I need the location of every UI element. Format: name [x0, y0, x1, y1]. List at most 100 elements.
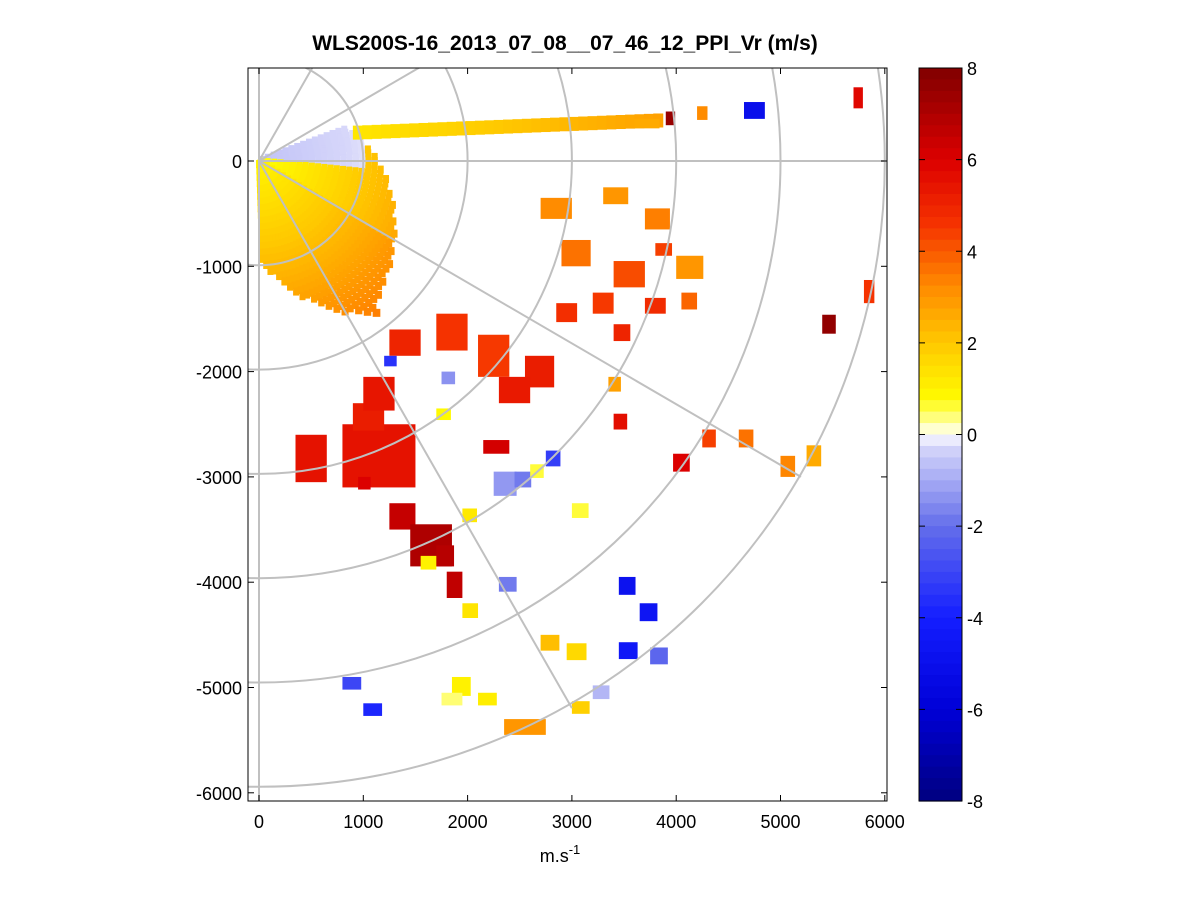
sector-cell: [368, 252, 375, 261]
beam-cell: [512, 119, 523, 134]
sector-cell: [317, 284, 324, 293]
sector-cell: [274, 246, 281, 255]
sector-cell: [327, 293, 335, 302]
sector-cell: [342, 277, 349, 286]
sector-cell: [384, 214, 391, 223]
colorbar-band: [919, 549, 962, 562]
sector-cell: [375, 281, 383, 290]
sector-cell: [373, 190, 380, 199]
sector-cell: [385, 226, 392, 235]
sector-cell: [382, 264, 390, 273]
sector-cell: [291, 268, 298, 277]
y-tick-label: -3000: [196, 468, 242, 488]
colorbar-band: [919, 308, 962, 321]
colorbar-band: [919, 445, 962, 459]
sector-cell: [372, 236, 379, 245]
beam-cell: [371, 124, 382, 139]
sector-cell: [313, 265, 320, 274]
sector-cell: [289, 262, 296, 271]
colorbar-band: [919, 205, 962, 218]
data-patch: [639, 603, 658, 622]
sector-cell: [285, 250, 292, 259]
sector-cell: [287, 282, 294, 291]
sector-cell: [374, 264, 381, 273]
sector-cell: [315, 292, 322, 301]
x-axis: 0 1000 2000 3000 4000 5000 6000: [254, 68, 905, 832]
sector-cell: [368, 303, 377, 312]
colorbar-band: [919, 789, 962, 802]
data-patch: [697, 106, 708, 120]
sector-cell: [282, 251, 289, 260]
data-patch: [644, 208, 670, 230]
sector-cell: [262, 254, 269, 263]
sector-cell: [383, 175, 390, 184]
sector-cell: [375, 182, 382, 191]
sector-cell: [304, 256, 311, 265]
sector-cell: [287, 269, 294, 278]
data-patch: [665, 111, 676, 126]
sector-cell: [363, 248, 370, 257]
sector-cell: [382, 179, 389, 188]
sector-cell: [297, 259, 304, 268]
colorbar-band: [919, 423, 962, 436]
sector-cell: [361, 260, 368, 269]
sector-cell: [272, 253, 279, 262]
sector-cell: [331, 261, 338, 270]
sector-cell: [388, 222, 395, 231]
sector-cell: [327, 264, 334, 273]
data-patch: [618, 642, 638, 660]
sector-cell: [366, 244, 373, 253]
sector-cell: [371, 169, 378, 178]
sector-cell: [317, 248, 324, 257]
sector-cell: [286, 263, 293, 272]
sector-cell: [378, 212, 385, 221]
data-patch: [608, 376, 621, 392]
sector-cell: [319, 276, 326, 285]
sector-cell: [334, 259, 341, 268]
colorbar-tick-label: 0: [967, 426, 977, 446]
data-patch: [592, 685, 610, 700]
colorbar: 8 6 4 2 0 -2 -4 -6 -8: [918, 59, 983, 812]
sector-cell: [299, 278, 306, 287]
sector-cell: [355, 306, 363, 315]
sector-cell: [303, 263, 310, 272]
sector-cell: [386, 189, 393, 198]
sector-cell: [391, 229, 398, 238]
colorbar-tick-label: -8: [967, 792, 983, 812]
spoke: [258, 68, 314, 162]
sector-cell: [271, 266, 278, 275]
sector-cell: [335, 266, 342, 275]
data-patch: [676, 255, 704, 279]
sector-cell: [357, 255, 364, 264]
colorbar-band: [919, 583, 962, 596]
beam-cell: [596, 115, 607, 130]
beam-cell: [427, 122, 438, 137]
colorbar-band: [919, 113, 962, 126]
data-patch: [650, 647, 668, 665]
sector-cell: [341, 285, 348, 294]
sector-cell: [302, 284, 309, 293]
sector-cell: [354, 267, 361, 276]
sector-cell: [301, 271, 308, 280]
sector-cell: [330, 246, 337, 255]
sector-cell: [342, 269, 349, 278]
sector-cell: [269, 253, 276, 262]
sector-cell: [338, 256, 345, 265]
colorbar-tick-label: 2: [967, 334, 977, 354]
data-patch: [644, 297, 666, 314]
sector-cell: [376, 252, 383, 261]
x-tick-label: 4000: [656, 812, 696, 832]
sector-cell: [308, 288, 315, 297]
data-patch: [540, 197, 572, 219]
sector-cell: [295, 280, 302, 289]
sector-cell: [265, 248, 272, 257]
data-patch: [493, 471, 517, 496]
sector-cell: [376, 201, 383, 210]
sector-cell: [352, 251, 359, 260]
sector-cell: [278, 265, 285, 274]
beam-cell: [484, 120, 495, 135]
sector-cell: [359, 244, 366, 253]
sector-cell: [291, 281, 298, 290]
beam-cell: [549, 117, 560, 132]
